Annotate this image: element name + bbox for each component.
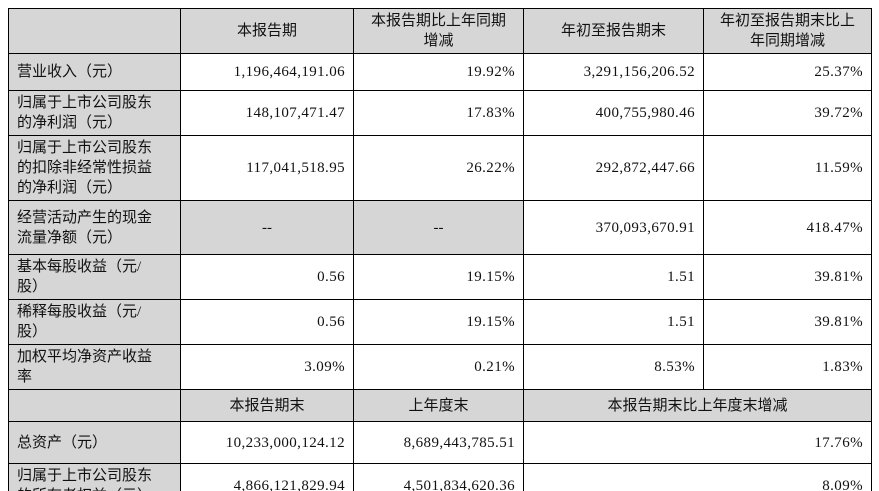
table-row-operating-cash-flow: 经营活动产生的现金 流量净额（元） -- -- 370,093,670.91 4…: [8, 200, 872, 255]
value-period-end-change: 8.09%: [523, 463, 872, 491]
value-ytd-yoy-change: 11.59%: [703, 135, 872, 201]
metric-label: 营业收入（元）: [8, 53, 181, 91]
table-row-revenue: 营业收入（元） 1,196,464,191.06 19.92% 3,291,15…: [8, 53, 872, 91]
value-ytd: 292,872,447.66: [523, 135, 704, 201]
column-header-period-end: 本报告期末: [180, 389, 354, 422]
table-row-weighted-roe: 加权平均净资产收益 率 3.09% 0.21% 8.53% 1.83%: [8, 344, 872, 390]
table-row-diluted-eps: 稀释每股收益（元/ 股） 0.56 19.15% 1.51 39.81%: [8, 299, 872, 345]
metric-label: 归属于上市公司股东 的扣除非经常性损益 的净利润（元）: [8, 135, 181, 201]
value-ytd: 1.51: [523, 254, 704, 300]
metric-label: 经营活动产生的现金 流量净额（元）: [8, 200, 181, 255]
metric-label: 基本每股收益（元/ 股）: [8, 254, 181, 300]
value-ytd-yoy-change: 25.37%: [703, 53, 872, 91]
table-row-basic-eps: 基本每股收益（元/ 股） 0.56 19.15% 1.51 39.81%: [8, 254, 872, 300]
column-header-ytd-yoy: 年初至报告期末比上 年同期增减: [703, 8, 872, 54]
table-row-net-profit-excl-nonrecurring: 归属于上市公司股东 的扣除非经常性损益 的净利润（元） 117,041,518.…: [8, 135, 872, 201]
financial-summary-table: 本报告期 本报告期比上年同期 增减 年初至报告期末 年初至报告期末比上 年同期增…: [8, 8, 872, 491]
value-ytd-yoy-change: 39.81%: [703, 299, 872, 345]
column-header-current-period: 本报告期: [180, 8, 354, 54]
value-ytd: 1.51: [523, 299, 704, 345]
value-ytd: 3,291,156,206.52: [523, 53, 704, 91]
metric-label: 归属于上市公司股东 的所有者权益（元）: [8, 463, 181, 491]
value-yoy-change: --: [353, 200, 524, 255]
value-period-end-change: 17.76%: [523, 421, 872, 464]
column-header-current-period-yoy: 本报告期比上年同期 增减: [353, 8, 524, 54]
column-header-period-end-change: 本报告期末比上年度末增减: [523, 389, 872, 422]
value-yoy-change: 17.83%: [353, 90, 524, 136]
table-header-row-bottom: 本报告期末 上年度末 本报告期末比上年度末增减: [8, 389, 872, 422]
value-ytd-yoy-change: 39.81%: [703, 254, 872, 300]
value-current-period: 0.56: [180, 254, 354, 300]
value-current-period: 1,196,464,191.06: [180, 53, 354, 91]
corner-cell: [8, 389, 181, 422]
value-current-period: 0.56: [180, 299, 354, 345]
table-row-owners-equity: 归属于上市公司股东 的所有者权益（元） 4,866,121,829.94 4,5…: [8, 463, 872, 491]
corner-cell: [8, 8, 181, 54]
value-ytd-yoy-change: 418.47%: [703, 200, 872, 255]
value-ytd: 370,093,670.91: [523, 200, 704, 255]
metric-label: 归属于上市公司股东 的净利润（元）: [8, 90, 181, 136]
value-current-period: 3.09%: [180, 344, 354, 390]
value-yoy-change: 19.15%: [353, 299, 524, 345]
metric-label: 总资产（元）: [8, 421, 181, 464]
value-prev-year-end: 4,501,834,620.36: [353, 463, 524, 491]
metric-label: 稀释每股收益（元/ 股）: [8, 299, 181, 345]
table-row-total-assets: 总资产（元） 10,233,000,124.12 8,689,443,785.5…: [8, 421, 872, 464]
value-period-end: 10,233,000,124.12: [180, 421, 354, 464]
value-current-period: 117,041,518.95: [180, 135, 354, 201]
value-ytd: 8.53%: [523, 344, 704, 390]
table-header-row-top: 本报告期 本报告期比上年同期 增减 年初至报告期末 年初至报告期末比上 年同期增…: [8, 8, 872, 54]
value-yoy-change: 0.21%: [353, 344, 524, 390]
value-prev-year-end: 8,689,443,785.51: [353, 421, 524, 464]
value-current-period: 148,107,471.47: [180, 90, 354, 136]
value-yoy-change: 19.92%: [353, 53, 524, 91]
value-current-period: --: [180, 200, 354, 255]
table-row-net-profit: 归属于上市公司股东 的净利润（元） 148,107,471.47 17.83% …: [8, 90, 872, 136]
value-period-end: 4,866,121,829.94: [180, 463, 354, 491]
value-yoy-change: 19.15%: [353, 254, 524, 300]
value-ytd: 400,755,980.46: [523, 90, 704, 136]
column-header-prev-year-end: 上年度末: [353, 389, 524, 422]
metric-label: 加权平均净资产收益 率: [8, 344, 181, 390]
column-header-ytd: 年初至报告期末: [523, 8, 704, 54]
value-yoy-change: 26.22%: [353, 135, 524, 201]
value-ytd-yoy-change: 39.72%: [703, 90, 872, 136]
value-ytd-yoy-change: 1.83%: [703, 344, 872, 390]
